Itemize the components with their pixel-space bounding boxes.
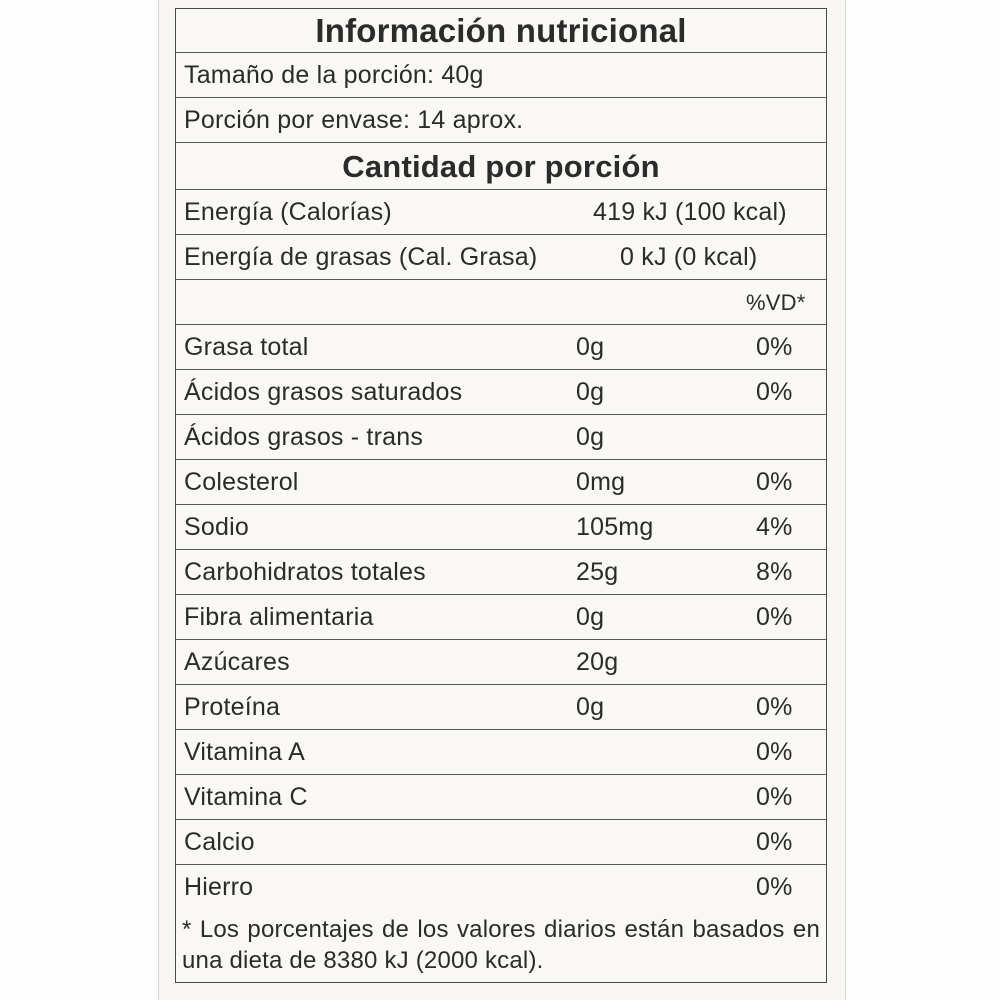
nutrient-row: Ácidos grasos saturados 0g 0%: [176, 370, 826, 415]
nutrient-daily-value: 0%: [756, 738, 793, 766]
nutrient-name: Calcio: [184, 828, 255, 856]
serving-size-row: Tamaño de la porción: 40g: [176, 53, 826, 98]
nutrient-name: Azúcares: [184, 648, 290, 676]
footnote: * Los porcentajes de los valores diarios…: [182, 916, 820, 974]
nutrient-daily-value: 0%: [756, 828, 793, 856]
servings-per-container-text: Porción por envase: 14 aprox.: [184, 106, 524, 134]
nutrient-daily-value: 0%: [756, 378, 793, 406]
nutrient-amount: 0g: [576, 693, 605, 721]
nutrient-row: Proteína 0g 0%: [176, 685, 826, 730]
nutrient-row: Calcio 0%: [176, 820, 826, 865]
nutrient-row: Sodio 105mg 4%: [176, 505, 826, 550]
energy-label: Energía (Calorías): [184, 198, 392, 226]
nutrient-row: Grasa total 0g 0%: [176, 325, 826, 370]
energy-row: Energía (Calorías) 419 kJ (100 kcal): [176, 190, 826, 235]
nutrient-row: Fibra alimentaria 0g 0%: [176, 595, 826, 640]
serving-size-text: Tamaño de la porción: 40g: [184, 61, 484, 89]
nutrient-name: Hierro: [184, 873, 254, 901]
nutrient-row: Colesterol 0mg 0%: [176, 460, 826, 505]
nutrient-daily-value: 0%: [756, 873, 793, 901]
nutrient-daily-value: 0%: [756, 333, 793, 361]
nutrient-daily-value: 0%: [756, 693, 793, 721]
nutrition-facts-panel: Información nutricional Tamaño de la por…: [175, 8, 827, 983]
fat-energy-label: Energía de grasas (Cal. Grasa): [184, 243, 538, 271]
nutrient-amount: 0mg: [576, 468, 626, 496]
nutrient-row: Carbohidratos totales 25g 8%: [176, 550, 826, 595]
nutrient-name: Fibra alimentaria: [184, 603, 374, 631]
nutrient-name: Ácidos grasos - trans: [184, 423, 424, 451]
nutrient-daily-value: 4%: [756, 513, 793, 541]
nutrient-row: Vitamina C 0%: [176, 775, 826, 820]
dv-header-row: %VD*: [176, 280, 826, 325]
nutrient-amount: 25g: [576, 558, 619, 586]
nutrient-row: Vitamina A 0%: [176, 730, 826, 775]
nutrient-name: Colesterol: [184, 468, 299, 496]
nutrient-amount: 20g: [576, 648, 619, 676]
section-heading: Cantidad por porción: [176, 143, 826, 190]
dv-header: %VD*: [746, 290, 806, 315]
nutrient-amount: 105mg: [576, 513, 654, 541]
nutrient-name: Grasa total: [184, 333, 309, 361]
nutrient-amount: 0g: [576, 378, 605, 406]
nutrient-name: Vitamina A: [184, 738, 306, 766]
nutrient-row: Azúcares 20g: [176, 640, 826, 685]
nutrient-list: Grasa total 0g 0% Ácidos grasos saturados 0g…: [176, 325, 826, 910]
nutrient-daily-value: 8%: [756, 558, 793, 586]
nutrient-daily-value: 0%: [756, 783, 793, 811]
nutrient-amount: 0g: [576, 603, 605, 631]
nutrient-name: Sodio: [184, 513, 249, 541]
nutrient-amount: 0g: [576, 333, 605, 361]
nutrient-row: Hierro 0%: [176, 865, 826, 910]
nutrient-amount: 0g: [576, 423, 605, 451]
nutrient-name: Carbohidratos totales: [184, 558, 426, 586]
nutrient-daily-value: 0%: [756, 603, 793, 631]
energy-value: 419 kJ (100 kcal): [593, 198, 787, 226]
nutrient-daily-value: 0%: [756, 468, 793, 496]
nutrient-name: Ácidos grasos saturados: [184, 378, 463, 406]
fat-energy-row: Energía de grasas (Cal. Grasa) 0 kJ (0 k…: [176, 235, 826, 280]
servings-per-container-row: Porción por envase: 14 aprox.: [176, 98, 826, 143]
nutrient-name: Vitamina C: [184, 783, 308, 811]
nutrient-row: Ácidos grasos - trans 0g: [176, 415, 826, 460]
fat-energy-value: 0 kJ (0 kcal): [620, 243, 758, 271]
panel-title: Información nutricional: [176, 9, 826, 53]
nutrient-name: Proteína: [184, 693, 281, 721]
